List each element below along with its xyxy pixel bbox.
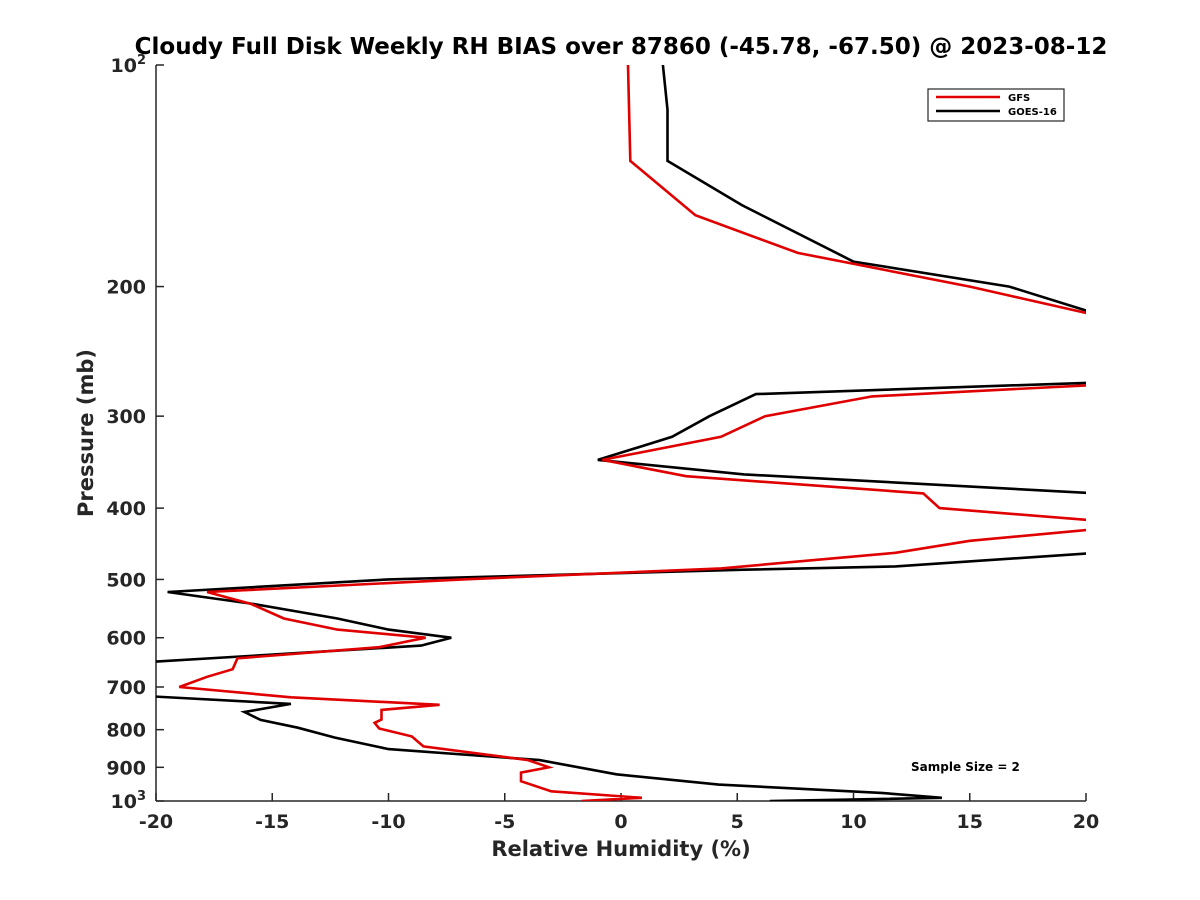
series-line-goes16 [156, 65, 1086, 801]
x-ticks: -20 -15 -10 -5 0 5 10 15 20 [139, 793, 1099, 833]
x-tick-label: -15 [255, 811, 289, 833]
y-axis-label: Pressure (mb) [74, 349, 98, 517]
y-tick-exponent: 3 [137, 789, 146, 804]
y-tick-label: 103 [111, 789, 147, 813]
y-tick-exponent: 2 [137, 53, 146, 68]
x-tick-label: -20 [139, 811, 173, 833]
y-tick-label: 600 [106, 628, 146, 650]
x-tick-label: 15 [957, 811, 983, 833]
x-tick-label: 20 [1073, 811, 1099, 833]
y-tick-label: 800 [106, 720, 146, 742]
y-tick-base: 10 [111, 791, 137, 813]
series-lines [156, 65, 1086, 801]
y-tick-label: 300 [106, 406, 146, 428]
y-tick-label: 102 [111, 53, 147, 77]
x-tick-label: -10 [371, 811, 405, 833]
y-tick-label: 700 [106, 677, 146, 699]
y-tick-base: 10 [111, 55, 137, 77]
legend: GFS GOES-16 [927, 88, 1065, 122]
series-line-gfs [178, 65, 1086, 801]
x-tick-label: 5 [731, 811, 744, 833]
legend-label-gfs: GFS [1008, 93, 1030, 104]
x-tick-label: 10 [840, 811, 866, 833]
plot-axes [155, 65, 1086, 802]
y-tick-label: 500 [106, 569, 146, 591]
x-axis-label: Relative Humidity (%) [491, 837, 750, 861]
x-tick-label: 0 [614, 811, 627, 833]
y-tick-label: 400 [106, 498, 146, 520]
chart-title: Cloudy Full Disk Weekly RH BIAS over 878… [135, 34, 1108, 60]
y-tick-label: 200 [106, 277, 146, 299]
sample-size-annotation: Sample Size = 2 [911, 760, 1020, 774]
legend-box [927, 88, 1065, 122]
y-tick-label: 900 [106, 757, 146, 779]
x-tick-label: -5 [494, 811, 515, 833]
legend-label-goes16: GOES-16 [1008, 107, 1057, 118]
